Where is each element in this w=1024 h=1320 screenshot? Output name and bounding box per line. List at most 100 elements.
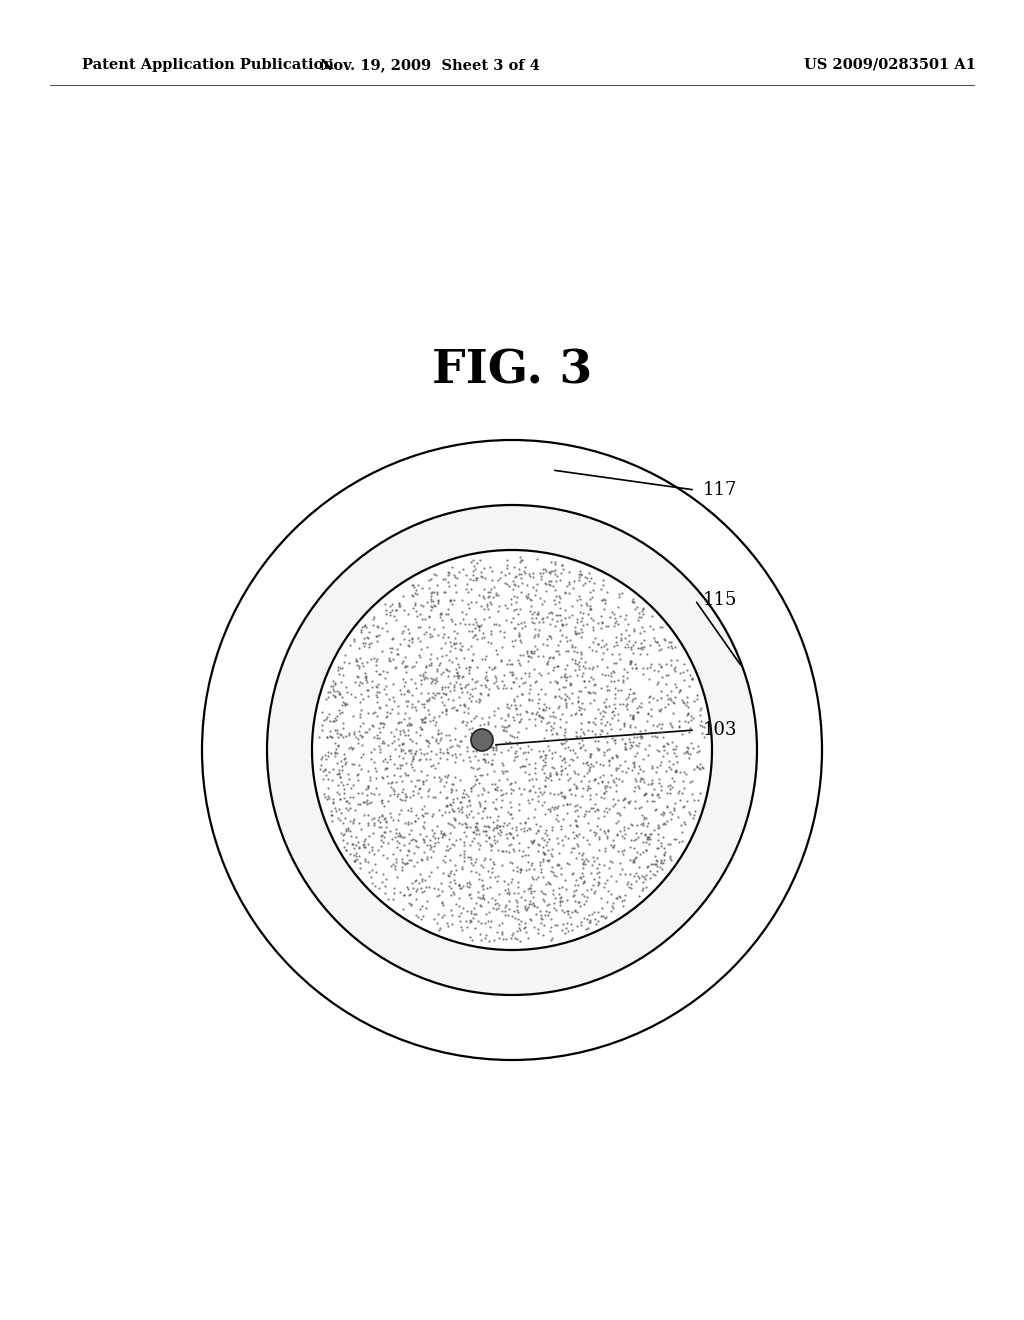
Point xyxy=(587,673,603,694)
Point xyxy=(479,595,496,616)
Point xyxy=(418,656,434,677)
Point xyxy=(388,851,404,873)
Point xyxy=(355,655,372,676)
Point xyxy=(501,562,517,583)
Point xyxy=(439,836,456,857)
Point xyxy=(521,780,538,801)
Point xyxy=(468,824,484,845)
Point xyxy=(383,855,399,876)
Point xyxy=(658,653,675,675)
Point xyxy=(433,603,450,624)
Point xyxy=(680,704,696,725)
Point xyxy=(331,763,347,784)
Point xyxy=(549,828,565,849)
Point xyxy=(586,711,602,733)
Point xyxy=(465,776,481,797)
Point xyxy=(464,929,480,950)
Point xyxy=(546,590,562,611)
Point xyxy=(617,738,634,759)
Point xyxy=(369,616,385,638)
Point xyxy=(349,783,366,804)
Point xyxy=(487,738,504,759)
Point xyxy=(563,748,580,770)
Point xyxy=(557,664,573,685)
Point xyxy=(484,657,501,678)
Point xyxy=(648,762,665,783)
Point xyxy=(366,727,382,748)
Point xyxy=(555,733,571,754)
Point xyxy=(488,809,505,830)
Point xyxy=(608,758,625,779)
Point xyxy=(429,647,445,668)
Point xyxy=(508,928,524,949)
Point xyxy=(568,902,585,923)
Point xyxy=(604,796,621,817)
Point xyxy=(439,603,456,624)
Point xyxy=(556,785,572,807)
Point xyxy=(597,696,613,717)
Point xyxy=(346,809,362,830)
Point xyxy=(557,689,573,710)
Point xyxy=(382,605,398,626)
Point xyxy=(626,709,642,730)
Point xyxy=(532,706,549,727)
Point xyxy=(676,796,692,817)
Point xyxy=(525,577,542,598)
Point xyxy=(385,843,401,865)
Point xyxy=(583,862,599,883)
Point xyxy=(504,725,520,746)
Point xyxy=(474,764,490,785)
Point xyxy=(595,598,611,619)
Point xyxy=(430,706,446,727)
Point xyxy=(396,884,413,906)
Point xyxy=(648,784,665,805)
Point xyxy=(586,573,602,594)
Point xyxy=(395,651,412,672)
Point xyxy=(474,627,490,648)
Point xyxy=(690,735,707,756)
Point xyxy=(590,698,606,719)
Point xyxy=(627,598,643,619)
Point xyxy=(627,653,643,675)
Point xyxy=(626,780,642,801)
Point xyxy=(650,772,667,793)
Point xyxy=(542,783,558,804)
Point xyxy=(559,630,575,651)
Point xyxy=(473,913,489,935)
Point xyxy=(447,780,464,801)
Point xyxy=(558,912,574,933)
Point xyxy=(412,824,428,845)
Point xyxy=(573,718,590,739)
Point xyxy=(607,775,624,796)
Point xyxy=(526,635,543,656)
Point xyxy=(605,830,622,851)
Point xyxy=(476,667,493,688)
Point xyxy=(477,791,494,812)
Point xyxy=(622,653,638,675)
Point xyxy=(569,590,586,611)
Point xyxy=(582,582,598,603)
Point xyxy=(366,738,382,759)
Point xyxy=(563,605,580,626)
Point xyxy=(336,836,352,857)
Point xyxy=(515,672,531,693)
Text: 103: 103 xyxy=(703,721,737,739)
Point xyxy=(391,832,408,853)
Point xyxy=(534,678,550,700)
Point xyxy=(461,789,477,810)
Point xyxy=(553,920,569,941)
Point xyxy=(538,682,554,704)
Point xyxy=(507,742,523,763)
Point xyxy=(336,779,352,800)
Point xyxy=(335,692,351,713)
Point xyxy=(345,810,361,832)
Point xyxy=(604,660,621,681)
Point xyxy=(459,817,475,838)
Point xyxy=(469,768,485,789)
Point xyxy=(573,912,590,933)
Point xyxy=(487,715,504,737)
Point xyxy=(488,788,505,809)
Point xyxy=(477,649,494,671)
Point xyxy=(452,770,468,791)
Point xyxy=(578,849,594,870)
